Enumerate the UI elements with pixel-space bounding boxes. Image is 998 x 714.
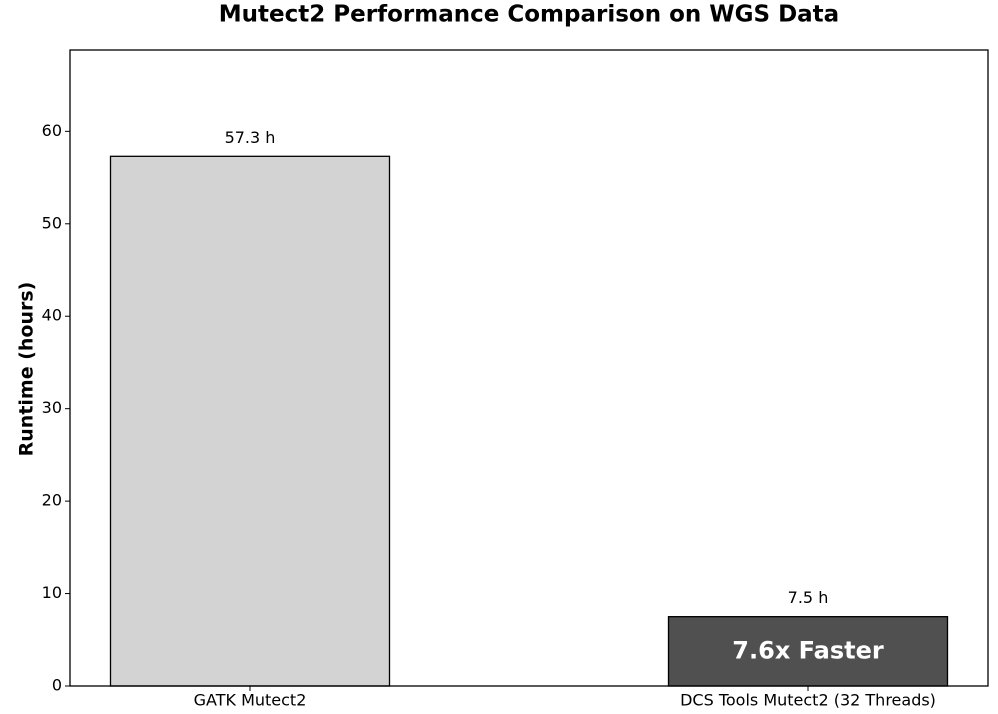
bar — [667, 616, 949, 687]
plot-frame — [69, 49, 989, 687]
chart-title: Mutect2 Performance Comparison on WGS Da… — [219, 2, 839, 28]
bar — [109, 155, 391, 687]
value-label: 7.5 h — [788, 588, 829, 607]
y-tick-label: 0 — [52, 676, 62, 695]
y-tick-label: 60 — [42, 121, 62, 140]
annotation: 7.6x Faster — [732, 636, 884, 664]
y-tick-label: 20 — [42, 491, 62, 510]
y-tick-label: 50 — [42, 213, 62, 232]
y-axis-label: Runtime (hours) — [16, 282, 38, 457]
value-label: 57.3 h — [225, 128, 276, 147]
x-tick-label: GATK Mutect2 — [194, 691, 307, 710]
y-tick-label: 10 — [42, 583, 62, 602]
x-tick-label: DCS Tools Mutect2 (32 Threads) — [680, 691, 936, 710]
y-tick-label: 40 — [42, 306, 62, 325]
y-tick-label: 30 — [42, 398, 62, 417]
